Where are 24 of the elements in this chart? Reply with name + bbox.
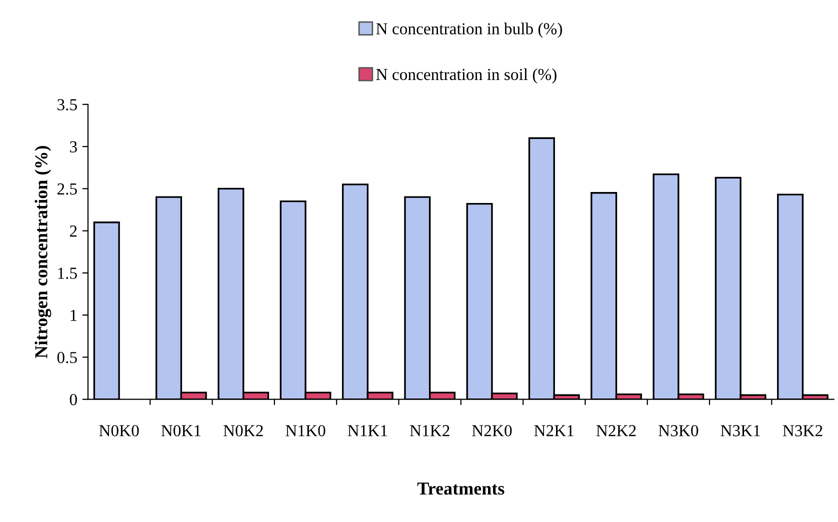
y-tick-label: 1.5 [58, 268, 77, 279]
x-tick-label: N0K2 [223, 425, 263, 436]
x-tick-label: N1K0 [286, 425, 326, 436]
x-tick-label: N2K1 [534, 425, 574, 436]
x-tick-label: N2K0 [472, 425, 512, 436]
y-tick-label: 2 [70, 226, 77, 237]
x-tick-label: N3K0 [658, 425, 698, 436]
x-tick-label: N1K1 [348, 425, 388, 436]
y-tick-label: 3 [70, 141, 77, 152]
x-tick-label: N3K2 [782, 425, 822, 436]
y-axis-title: Nitrogen concentration (%) [34, 146, 52, 358]
x-tick-label: N3K1 [720, 425, 760, 436]
x-tick-label: N1K2 [410, 425, 450, 436]
x-tick-label: N2K2 [596, 425, 636, 436]
y-tick-label: 3.5 [58, 99, 77, 110]
legend-label: N concentration in bulb (%) [376, 22, 562, 38]
y-tick-label: 2.5 [57, 183, 77, 195]
x-tick-label: N0K1 [161, 425, 201, 436]
y-tick-label: 1 [70, 310, 77, 321]
y-tick-label: 0 [70, 394, 77, 406]
x-axis-title: Treatments [417, 482, 504, 495]
y-tick-label: 0.5 [57, 352, 77, 364]
x-tick-label: N0K0 [99, 425, 139, 436]
legend-label: N concentration in soil (%) [376, 68, 556, 84]
